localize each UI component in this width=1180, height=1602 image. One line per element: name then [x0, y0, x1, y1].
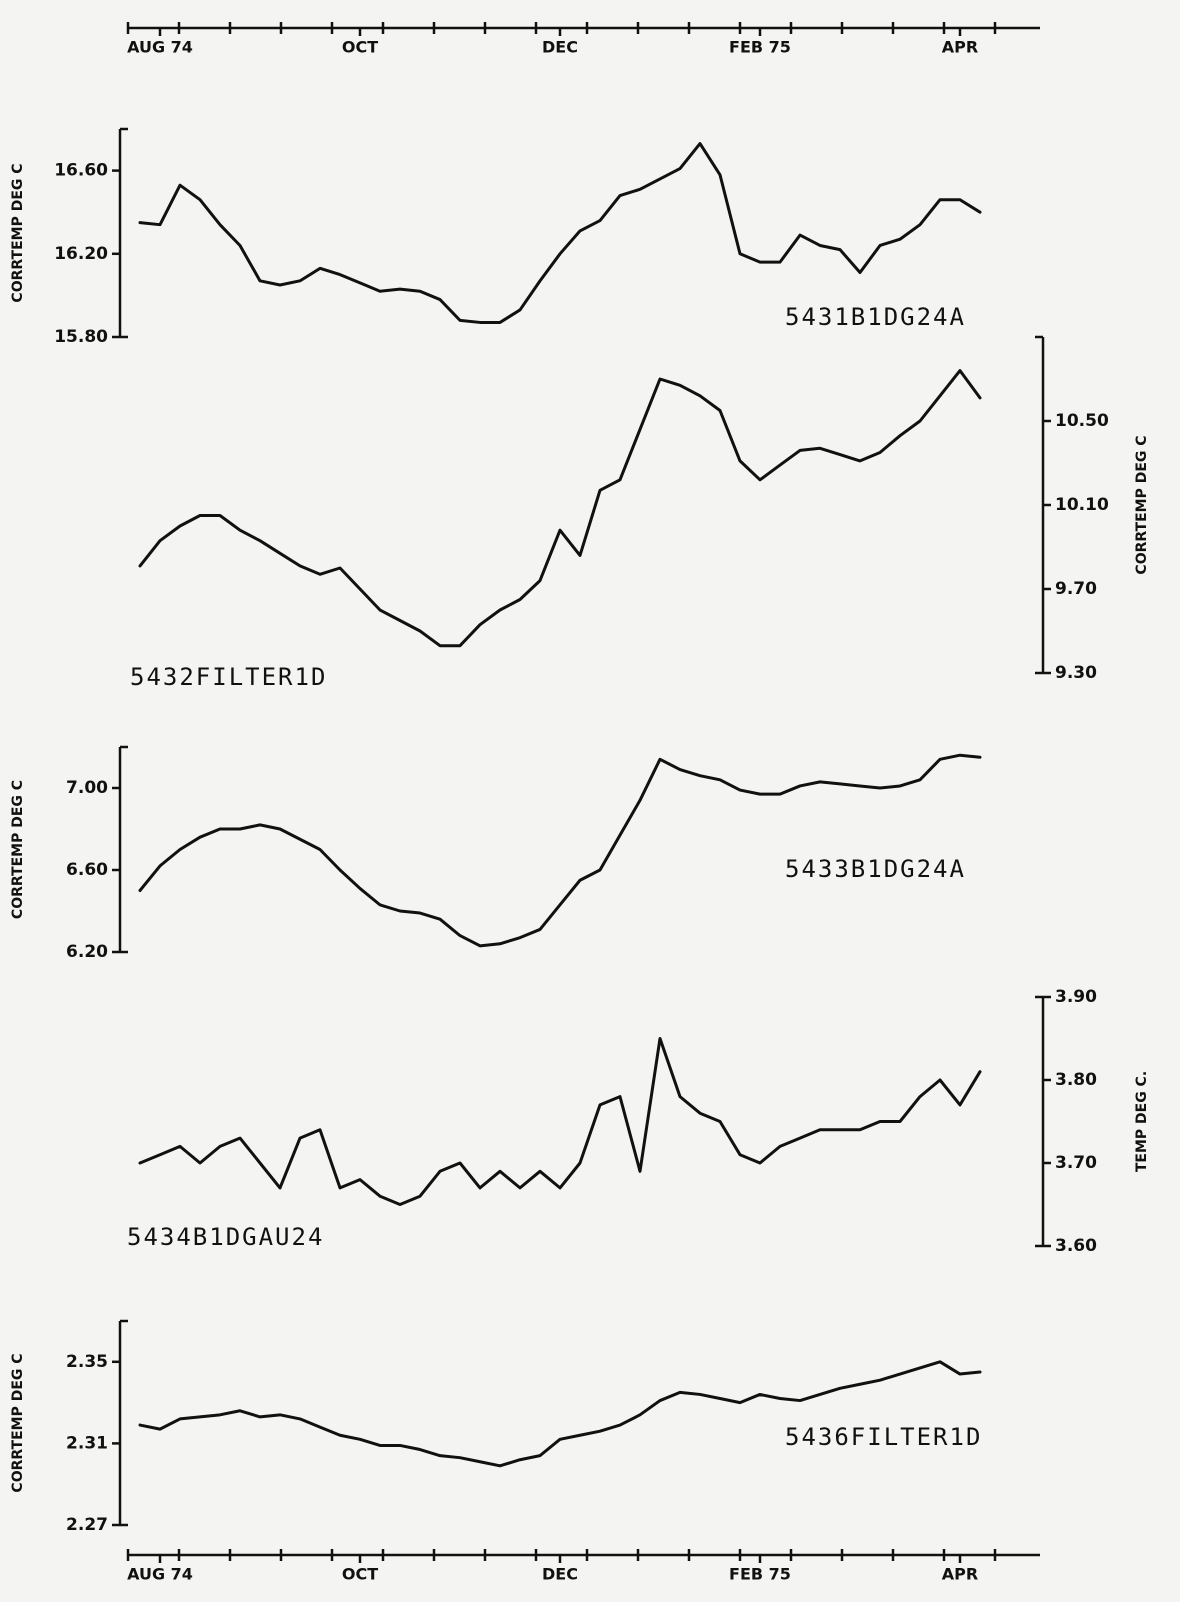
x-tick-label: APR — [942, 1565, 978, 1584]
y-tick-label: 2.35 — [66, 1352, 108, 1372]
y-tick-label: 16.20 — [54, 244, 108, 264]
x-tick-label: OCT — [342, 1565, 378, 1584]
series-label: 5433B1DG24A — [785, 855, 966, 883]
y-tick-label: 10.10 — [1055, 495, 1109, 515]
y-tick-label: 6.60 — [66, 860, 108, 880]
y-tick-label: 3.80 — [1055, 1070, 1097, 1090]
y-tick-label: 9.30 — [1055, 663, 1097, 683]
series-label: 5431B1DG24A — [785, 303, 966, 331]
x-tick-label: OCT — [342, 38, 378, 57]
x-tick-label: FEB 75 — [729, 1565, 791, 1584]
x-tick-label: DEC — [542, 38, 578, 57]
y-axis-title: CORRTEMP DEG C — [1134, 435, 1150, 574]
data-line — [138, 1360, 982, 1468]
y-axis-title: CORRTEMP DEG C — [10, 780, 26, 919]
y-tick-label: 10.50 — [1055, 411, 1109, 431]
data-line — [138, 369, 982, 648]
y-axis-title: CORRTEMP DEG C — [10, 163, 26, 302]
series-label: 5432FILTER1D — [130, 663, 327, 691]
y-tick-label: 9.70 — [1055, 579, 1097, 599]
series-label: 5434B1DGAU24 — [127, 1223, 324, 1251]
data-line — [138, 142, 982, 324]
y-tick-label: 2.27 — [66, 1515, 108, 1535]
y-tick-label: 2.31 — [66, 1433, 108, 1453]
x-tick-label: FEB 75 — [729, 38, 791, 57]
y-tick-label: 3.60 — [1055, 1236, 1097, 1256]
x-tick-label: DEC — [542, 1565, 578, 1584]
y-tick-label: 3.90 — [1055, 987, 1097, 1007]
y-axis-title: CORRTEMP DEG C — [10, 1353, 26, 1492]
y-tick-label: 7.00 — [66, 778, 108, 798]
y-axis-title: TEMP DEG C. — [1134, 1071, 1150, 1172]
y-tick-label: 6.20 — [66, 942, 108, 962]
x-tick-label: AUG 74 — [127, 1565, 193, 1584]
series-label: 5436FILTER1D — [785, 1423, 982, 1451]
x-tick-label: AUG 74 — [127, 38, 193, 57]
x-tick-label: APR — [942, 38, 978, 57]
y-tick-label: 15.80 — [54, 327, 108, 347]
y-tick-label: 3.70 — [1055, 1153, 1097, 1173]
data-line — [138, 753, 982, 948]
y-tick-label: 16.60 — [54, 161, 108, 181]
data-line — [138, 1037, 982, 1206]
